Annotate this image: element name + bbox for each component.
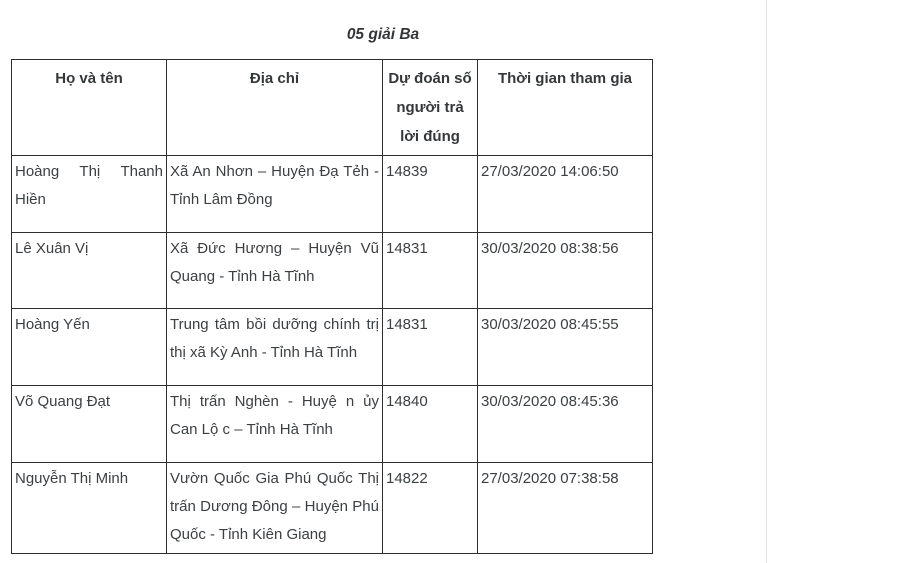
cell-name: Hoàng Yến [11,308,167,386]
table-row: Võ Quang Đạt Thị trấn Nghèn - Huyệ n ủy C… [11,385,653,463]
cell-address: Thị trấn Nghèn - Huyệ n ủy Can Lộ c – Tỉ… [166,385,383,463]
document-page: 05 giải Ba Họ và tên Địa chỉ Dự đoán số ng… [11,26,653,554]
table-row: Lê Xuân Vị Xã Đức Hương – Huyện Vũ Quang … [11,232,653,309]
column-header-time: Thời gian tham gia [477,59,653,156]
column-header-address: Địa chỉ [166,59,383,156]
table-row: Hoàng Yến Trung tâm bồi dưỡng chính trị t… [11,308,653,386]
cell-guess: 14840 [382,385,478,463]
cell-name: Lê Xuân Vị [11,232,167,309]
cell-time: 30/03/2020 08:38:56 [477,232,653,309]
table-row: Nguyễn Thị Minh Vườn Quốc Gia Phú Quốc Th… [11,462,653,554]
cell-guess: 14839 [382,155,478,233]
cell-address: Vườn Quốc Gia Phú Quốc Thị trấn Dương Đô… [166,462,383,554]
cell-address: Xã An Nhơn – Huyện Đạ Tẻh - Tỉnh Lâm Đồn… [166,155,383,233]
table-header-row: Họ và tên Địa chỉ Dự đoán số người trả lời… [11,59,653,156]
column-header-guess: Dự đoán số người trả lời đúng [382,59,478,156]
cell-name: Nguyễn Thị Minh [11,462,167,554]
winners-table: Họ và tên Địa chỉ Dự đoán số người trả lời… [11,59,653,554]
cell-name: Võ Quang Đạt [11,385,167,463]
page-right-divider [766,0,767,563]
cell-time: 27/03/2020 07:38:58 [477,462,653,554]
cell-name: Hoàng Thị Thanh Hiền [11,155,167,233]
cell-guess: 14831 [382,308,478,386]
page-title: 05 giải Ba [346,26,420,43]
cell-guess: 14822 [382,462,478,554]
cell-address: Trung tâm bồi dưỡng chính trị thị xã Kỳ … [166,308,383,386]
cell-time: 30/03/2020 08:45:55 [477,308,653,386]
cell-time: 30/03/2020 08:45:36 [477,385,653,463]
cell-time: 27/03/2020 14:06:50 [477,155,653,233]
cell-guess: 14831 [382,232,478,309]
column-header-name: Họ và tên [11,59,167,156]
table-row: Hoàng Thị Thanh Hiền Xã An Nhơn – Huyện Đ… [11,155,653,233]
cell-address: Xã Đức Hương – Huyện Vũ Quang - Tỉnh Hà … [166,232,383,309]
